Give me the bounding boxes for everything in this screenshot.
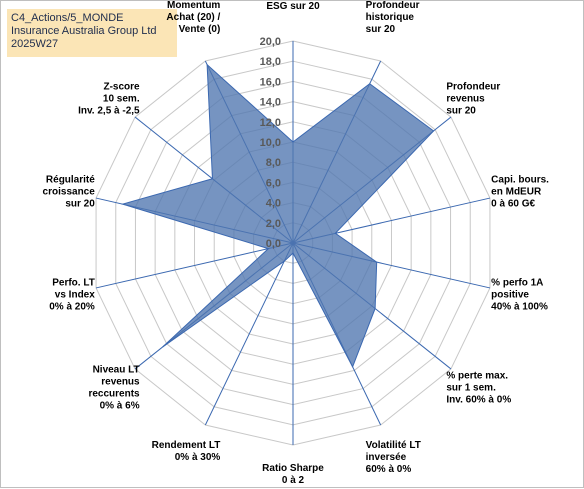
category-label: Régularité croissance sur 20 xyxy=(43,174,96,209)
tick-label: 8,0 xyxy=(266,157,281,169)
header-line-1: C4_Actions/5_MONDE xyxy=(11,12,124,24)
category-label: Volatilité LT inversée 60% à 0% xyxy=(366,440,421,475)
tick-label: 10,0 xyxy=(260,137,281,149)
category-label: Z-score 10 sem. Inv. 2,5 à -2,5 xyxy=(78,81,140,116)
axis-spoke xyxy=(204,242,294,426)
category-label: Perfo. LT vs Index 0% à 20% xyxy=(49,278,95,313)
header-line-3: 2025W27 xyxy=(11,38,59,50)
tick-label: 12,0 xyxy=(260,117,281,129)
tick-label: 0,0 xyxy=(266,238,281,250)
tick-label: 16,0 xyxy=(260,76,281,88)
tick-label: 18,0 xyxy=(260,56,281,68)
category-label: Momentum Achat (20) / Vente (0) xyxy=(166,1,220,35)
category-label: NoteESG sur 20 xyxy=(266,1,320,12)
category-label: % perte max. sur 1 sem. Inv. 60% à 0% xyxy=(446,371,511,406)
tick-label: 6,0 xyxy=(266,177,281,189)
chart-header: C4_Actions/5_MONDE Insurance Australia G… xyxy=(7,9,177,57)
category-label: Capi. bours. en MdEUR 0 à 60 G€ xyxy=(491,174,549,209)
category-label: Rendement LT 0% à 30% xyxy=(152,440,221,463)
axis-spoke xyxy=(95,242,294,289)
category-label: Niveau LT revenus reccurents 0% à 6% xyxy=(88,365,140,412)
category-label: Profondeur revenus sur 20 xyxy=(446,81,500,116)
tick-label: 4,0 xyxy=(266,198,281,210)
category-label: % perfo 1A positive 40% à 100% xyxy=(491,278,548,313)
tick-label: 20,0 xyxy=(260,36,281,48)
tick-label: 2,0 xyxy=(266,218,281,230)
tick-label: 14,0 xyxy=(260,97,281,109)
category-label: Ratio Sharpe 0 à 2 xyxy=(262,463,324,486)
header-line-2: Insurance Australia Group Ltd xyxy=(11,25,157,37)
category-label: Profondeur historique sur 20 xyxy=(366,1,420,35)
series-area xyxy=(120,63,435,368)
